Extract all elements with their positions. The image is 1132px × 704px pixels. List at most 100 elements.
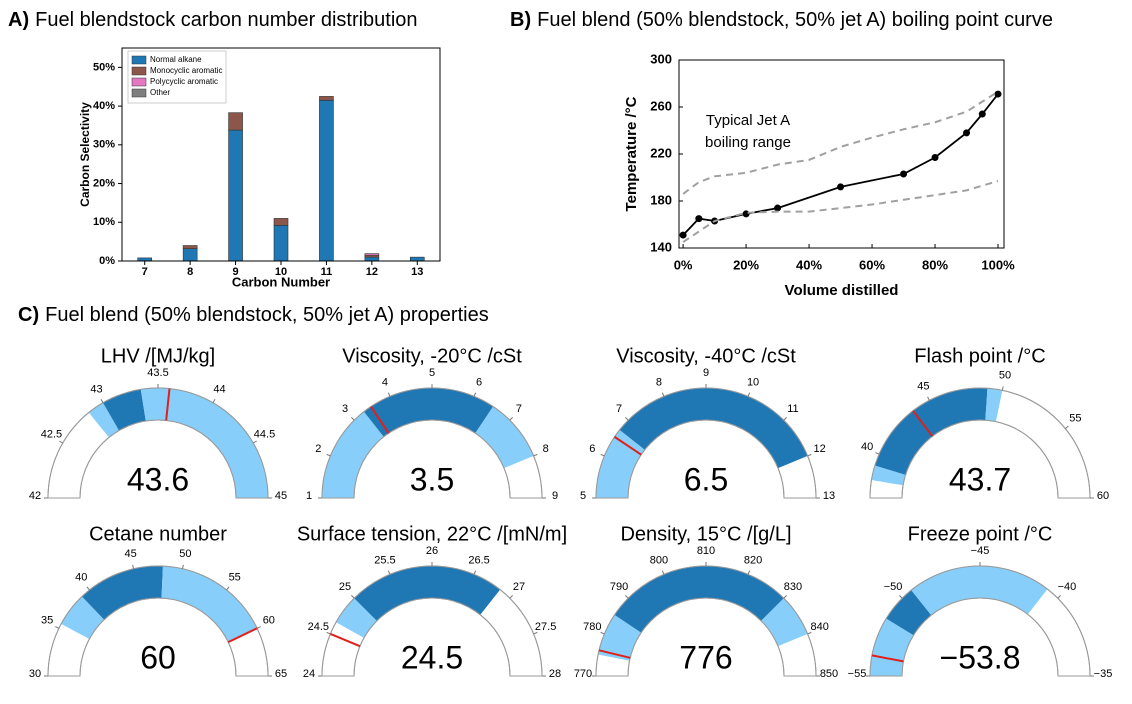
gauge-tick-label: 44	[213, 383, 225, 395]
bar-segment	[228, 129, 243, 262]
x-tick-label: 0%	[674, 257, 693, 272]
gauge-tick-label: 60	[1097, 490, 1109, 502]
gauge-band	[475, 406, 534, 469]
y-axis-label: Carbon Selectivity	[78, 102, 92, 207]
gauge-tick-label: 26	[426, 545, 438, 557]
gauge-tick-label: 8	[543, 443, 549, 455]
gauge-tick-label: 9	[552, 490, 558, 502]
gauge-tick-label: 60	[263, 615, 275, 627]
gauge-tick-label: 11	[787, 403, 798, 415]
gauge-tick	[326, 453, 331, 457]
gauge-tick	[226, 586, 230, 591]
gauge-band	[336, 598, 377, 638]
x-tick-label: 20%	[733, 257, 759, 272]
gauge-outline	[869, 387, 1091, 499]
data-point	[978, 110, 986, 118]
gauge-band	[354, 566, 501, 621]
y-tick-label: 0%	[99, 255, 115, 267]
gauge-band	[363, 388, 494, 437]
y-axis-label: Temperature /°C	[623, 96, 640, 211]
gauge-tick	[59, 440, 63, 444]
gauge-tick	[1057, 595, 1061, 599]
gauge-band	[886, 590, 932, 636]
gauge-value: 776	[679, 639, 732, 675]
panel-title-text: Fuel blend (50% blendstock, 50% jet A) p…	[45, 304, 489, 326]
gauge-tick-label: 45	[125, 548, 137, 560]
gauge-title: Surface tension, 22°C /[mN/m]	[297, 523, 567, 545]
gauge-tick	[212, 399, 216, 403]
gauge-value: 43.7	[949, 461, 1011, 497]
gauge-tick	[783, 417, 787, 421]
legend-swatch	[131, 77, 147, 87]
gauge-value: 3.5	[410, 461, 454, 497]
gauge-tick-label: 44.5	[254, 428, 275, 440]
gauge-tick-label: 35	[41, 615, 53, 627]
gauge-outline	[47, 565, 269, 677]
legend-swatch	[131, 66, 147, 76]
data-point	[994, 90, 1002, 98]
bar-segment	[364, 253, 380, 256]
gauge-tick-label: 50	[179, 548, 191, 560]
gauge-value: −53.8	[940, 639, 1021, 675]
gauge-tick	[747, 392, 751, 397]
gauge-band	[161, 566, 258, 643]
gauge-tick-label: 26.5	[468, 554, 489, 566]
gauge-tick-label: −45	[971, 545, 990, 557]
panel-title: C) Fuel blend (50% blendstock, 50% jet A)…	[18, 304, 489, 326]
bar-segment	[182, 248, 198, 262]
gauge-tick	[351, 595, 355, 599]
gauge-value: 43.6	[127, 461, 189, 497]
gauge-tick	[875, 452, 880, 455]
gauge-tick-label: 6	[589, 443, 595, 455]
x-tick-label: 100%	[981, 257, 1015, 272]
gauge-title: Cetane number	[89, 523, 227, 545]
gauge-band	[871, 465, 906, 486]
gauge-tick	[533, 631, 538, 635]
gauge-tick	[256, 626, 261, 629]
gauge-tick-label: 13	[823, 490, 835, 502]
x-tick-label: 11	[321, 266, 333, 278]
gauge-tick	[625, 595, 629, 599]
gauge-title: Viscosity, -40°C /cSt	[616, 345, 796, 367]
legend-label: Monocyclic aromatic	[150, 66, 222, 75]
data-point	[695, 215, 703, 223]
bar-segment	[273, 225, 289, 262]
data-point	[774, 204, 782, 212]
gauge-tick	[600, 631, 605, 635]
gauge-needle	[871, 654, 904, 663]
gauge-tick-label: 850	[820, 668, 838, 680]
gauge-tick-label: 43	[90, 383, 102, 395]
x-tick-label: 9	[233, 266, 239, 278]
gauge-tick	[181, 564, 184, 569]
gauge-title: Flash point /°C	[914, 345, 1045, 367]
gauge-tick-label: 9	[703, 367, 709, 379]
legend-label: Polycyclic aromatic	[150, 77, 218, 86]
gauge-tick-label: 28	[549, 668, 561, 680]
line-series	[682, 90, 999, 195]
gauge-tick-label: 7	[516, 403, 522, 415]
gauge-outline	[595, 565, 817, 677]
gauge-tick	[387, 570, 391, 575]
gauge-tick-label: 25	[339, 581, 351, 593]
data-point	[900, 170, 908, 178]
gauge-tick-label: 800	[650, 554, 668, 566]
gauge-value: 6.5	[684, 461, 728, 497]
gauge-outline	[869, 565, 1091, 677]
gauge-tick	[100, 399, 104, 403]
gauge-tick	[55, 626, 60, 629]
gauge-tick	[253, 440, 257, 444]
gauge-tick-label: 45	[275, 490, 287, 502]
bar-segment	[319, 96, 334, 101]
gauge-tick-label: 42.5	[41, 428, 62, 440]
y-tick-label: 30%	[93, 139, 115, 151]
gauge-tick-label: 12	[814, 443, 826, 455]
plot-frame	[678, 59, 1005, 249]
gauge-tick-label: 790	[610, 581, 628, 593]
gauge-tick	[783, 595, 787, 599]
gauge-tick-label: −40	[1058, 581, 1077, 593]
x-tick-label: 13	[411, 266, 423, 278]
gauge-band	[88, 402, 119, 438]
gauge-tick-label: 1	[306, 490, 312, 502]
gauge-band	[598, 614, 642, 661]
gauge-tick-label: 25.5	[374, 554, 395, 566]
